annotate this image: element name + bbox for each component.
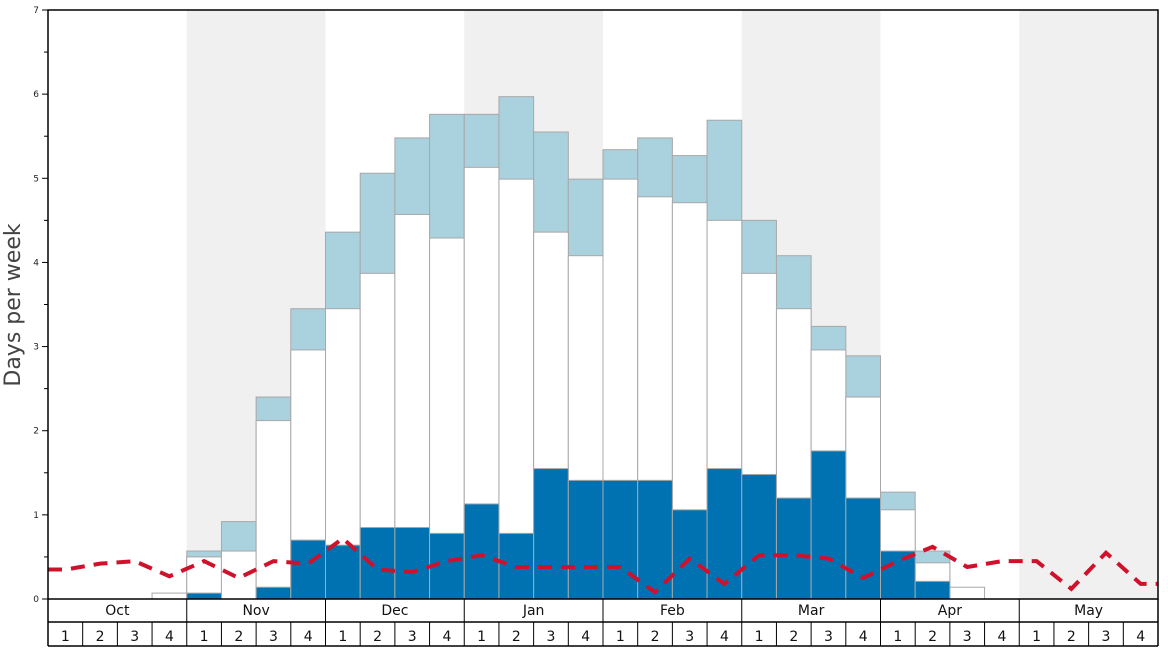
week-label-10: 3 <box>408 629 417 645</box>
bar-dark-7 <box>290 539 326 600</box>
bar-dark-6 <box>255 586 292 600</box>
week-label-31: 4 <box>1136 629 1145 645</box>
week-label-17: 2 <box>651 629 660 645</box>
month-label-apr: Apr <box>938 603 962 619</box>
bar-dark-4 <box>186 592 222 600</box>
bar-white-5 <box>220 550 257 600</box>
week-label-22: 3 <box>824 629 833 645</box>
bar-dark-24 <box>880 550 916 600</box>
bar-dark-16 <box>602 479 639 600</box>
week-label-21: 2 <box>789 629 798 645</box>
y-tick-label-2: 2 <box>33 427 39 437</box>
bar-dark-8 <box>325 544 361 600</box>
week-label-9: 2 <box>373 629 382 645</box>
week-label-19: 4 <box>720 629 729 645</box>
week-label-13: 2 <box>512 629 521 645</box>
week-label-1: 2 <box>96 629 105 645</box>
bar-dark-18 <box>671 509 708 600</box>
week-label-14: 3 <box>547 629 556 645</box>
bar-dark-14 <box>533 468 569 600</box>
week-label-11: 4 <box>442 629 451 645</box>
bar-white-6 <box>255 420 292 600</box>
y-tick-label-5: 5 <box>33 174 39 184</box>
bars-group <box>151 96 986 600</box>
week-label-12: 1 <box>477 629 486 645</box>
y-axis-label: Days per week <box>1 223 26 386</box>
bar-dark-21 <box>775 497 812 600</box>
y-tick-label-4: 4 <box>33 258 39 268</box>
bar-dark-19 <box>706 468 743 600</box>
bar-dark-25 <box>914 580 951 600</box>
axes-group: 0 1 2 3 4 5 6 7 Oct Nov Dec Jan Feb Mar Apr May 1 2 3 4 1 2 3 4… <box>33 6 1159 647</box>
bar-dark-9 <box>359 526 396 600</box>
bar-white-3 <box>151 592 188 600</box>
bar-dark-23 <box>845 497 881 600</box>
week-label-15: 4 <box>581 629 590 645</box>
bar-white-4 <box>186 556 222 600</box>
month-label-may: May <box>1074 603 1103 619</box>
week-label-20: 1 <box>755 629 764 645</box>
week-label-2: 3 <box>130 629 139 645</box>
y-tick-label-0: 0 <box>33 595 39 605</box>
week-label-0: 1 <box>61 629 70 645</box>
bar-dark-12 <box>463 503 500 600</box>
month-label-feb: Feb <box>660 603 685 619</box>
month-label-dec: Dec <box>381 603 408 619</box>
week-label-16: 1 <box>616 629 625 645</box>
week-label-5: 2 <box>234 629 243 645</box>
week-label-27: 4 <box>997 629 1006 645</box>
week-label-30: 3 <box>1102 629 1111 645</box>
bar-dark-22 <box>810 450 847 600</box>
week-label-28: 1 <box>1032 629 1041 645</box>
week-label-29: 2 <box>1067 629 1076 645</box>
week-label-6: 3 <box>269 629 278 645</box>
month-label-jan: Jan <box>522 603 545 619</box>
week-label-3: 4 <box>165 629 174 645</box>
week-label-25: 2 <box>928 629 937 645</box>
bar-white-26 <box>949 586 986 600</box>
week-label-8: 1 <box>338 629 347 645</box>
month-band-may <box>1019 10 1158 599</box>
month-label-mar: Mar <box>798 603 825 619</box>
y-tick-label-1: 1 <box>33 511 39 521</box>
bar-dark-20 <box>741 473 777 600</box>
y-tick-label-6: 6 <box>33 90 39 100</box>
week-label-7: 4 <box>304 629 313 645</box>
week-label-24: 1 <box>893 629 902 645</box>
week-label-4: 1 <box>200 629 209 645</box>
bar-white-13 <box>498 178 535 600</box>
month-label-nov: Nov <box>242 603 269 619</box>
y-tick-label-7: 7 <box>33 6 39 16</box>
week-label-23: 4 <box>859 629 868 645</box>
y-tick-label-3: 3 <box>33 343 39 353</box>
month-label-oct: Oct <box>105 603 130 619</box>
week-label-18: 3 <box>685 629 694 645</box>
bar-dark-15 <box>567 479 604 600</box>
week-label-26: 3 <box>963 629 972 645</box>
bar-dark-10 <box>394 526 431 600</box>
